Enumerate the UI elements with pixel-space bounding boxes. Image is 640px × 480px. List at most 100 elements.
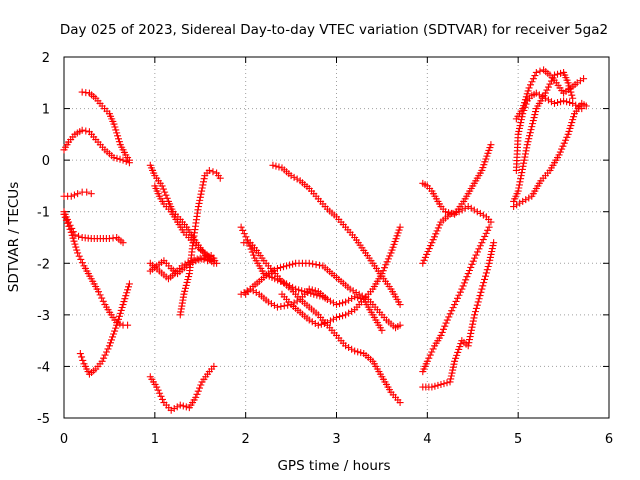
plus-marker (193, 390, 201, 398)
plus-marker (421, 253, 429, 261)
plus-marker (487, 218, 495, 226)
plus-marker (242, 233, 250, 241)
plus-marker (342, 298, 350, 306)
y-tick-label: 1 (42, 103, 50, 118)
plus-marker (101, 351, 109, 359)
plus-marker (463, 273, 471, 281)
plus-marker (518, 165, 526, 173)
plus-marker (159, 185, 167, 193)
plus-marker (243, 287, 251, 295)
plus-marker (515, 124, 523, 132)
plus-marker (114, 318, 122, 326)
plus-marker (520, 156, 528, 164)
plus-marker (428, 383, 436, 391)
plus-marker (342, 311, 350, 319)
plus-marker (449, 209, 457, 217)
plus-marker (87, 190, 95, 198)
plus-marker (486, 253, 494, 261)
series-20 (419, 203, 495, 267)
plus-marker (99, 297, 107, 305)
plus-marker (461, 204, 469, 212)
plus-marker (471, 254, 479, 262)
plus-marker (247, 245, 255, 253)
plus-marker (449, 363, 457, 371)
plus-marker (521, 150, 529, 158)
plus-marker (163, 194, 171, 202)
plus-marker (197, 190, 205, 198)
series-2 (78, 88, 133, 164)
plus-marker (348, 345, 356, 353)
series-6 (76, 280, 133, 378)
plus-marker (170, 405, 178, 413)
plus-marker (381, 264, 389, 272)
plus-marker (309, 260, 317, 268)
plus-marker (451, 301, 459, 309)
plus-marker (378, 270, 386, 278)
plus-marker (564, 79, 572, 87)
plus-marker (196, 193, 204, 201)
plus-marker (78, 259, 86, 267)
plus-marker (60, 210, 68, 218)
plus-marker (473, 301, 481, 309)
y-axis-label: SDTVAR / TECUs (6, 182, 22, 292)
plus-marker (345, 344, 353, 352)
plus-marker (452, 354, 460, 362)
series-7 (146, 161, 218, 267)
plus-marker (383, 258, 391, 266)
plus-marker (423, 250, 431, 258)
plus-marker (432, 230, 440, 238)
plus-marker (277, 302, 285, 310)
plus-marker (308, 286, 316, 294)
plus-marker (118, 303, 126, 311)
plus-marker (114, 132, 122, 140)
plus-marker (526, 129, 534, 137)
plus-marker (305, 259, 313, 267)
plus-marker (158, 182, 166, 190)
series-17 (269, 161, 404, 309)
plus-marker (280, 302, 288, 310)
plus-marker (378, 326, 386, 334)
plus-marker (472, 251, 480, 259)
plus-marker (445, 313, 453, 321)
plus-marker (103, 348, 111, 356)
plus-marker (462, 276, 470, 284)
plus-marker (529, 117, 537, 125)
plus-marker (396, 223, 404, 231)
plus-marker (568, 91, 576, 99)
plus-marker (270, 266, 278, 274)
plus-marker (528, 78, 536, 86)
plus-marker (310, 290, 318, 298)
series-18 (278, 223, 404, 329)
x-tick-label: 5 (514, 432, 522, 447)
plus-marker (357, 295, 365, 303)
plus-marker (95, 288, 103, 296)
plus-marker (116, 155, 124, 163)
plus-marker (427, 242, 435, 250)
plus-marker (455, 208, 463, 216)
plus-marker (522, 93, 530, 101)
plus-marker (566, 124, 574, 132)
plus-marker (429, 345, 437, 353)
plus-marker (490, 239, 498, 247)
plus-marker (181, 284, 189, 292)
plus-marker (535, 91, 543, 99)
plus-marker (446, 210, 454, 218)
plus-marker (472, 304, 480, 312)
plus-marker (485, 223, 493, 231)
plus-marker (525, 84, 533, 92)
x-tick-label: 2 (242, 432, 250, 447)
plus-marker (471, 311, 479, 319)
series-3 (60, 188, 95, 200)
plus-marker (304, 289, 312, 297)
plus-marker (312, 261, 320, 269)
plus-marker (465, 267, 473, 275)
plus-marker (192, 393, 200, 401)
plus-marker (476, 292, 484, 300)
plus-marker (289, 260, 297, 268)
plus-marker (117, 306, 125, 314)
plus-marker (521, 96, 529, 104)
plus-marker (183, 278, 191, 286)
plus-marker (110, 330, 118, 338)
plus-marker (67, 192, 75, 200)
plus-marker (516, 122, 524, 130)
